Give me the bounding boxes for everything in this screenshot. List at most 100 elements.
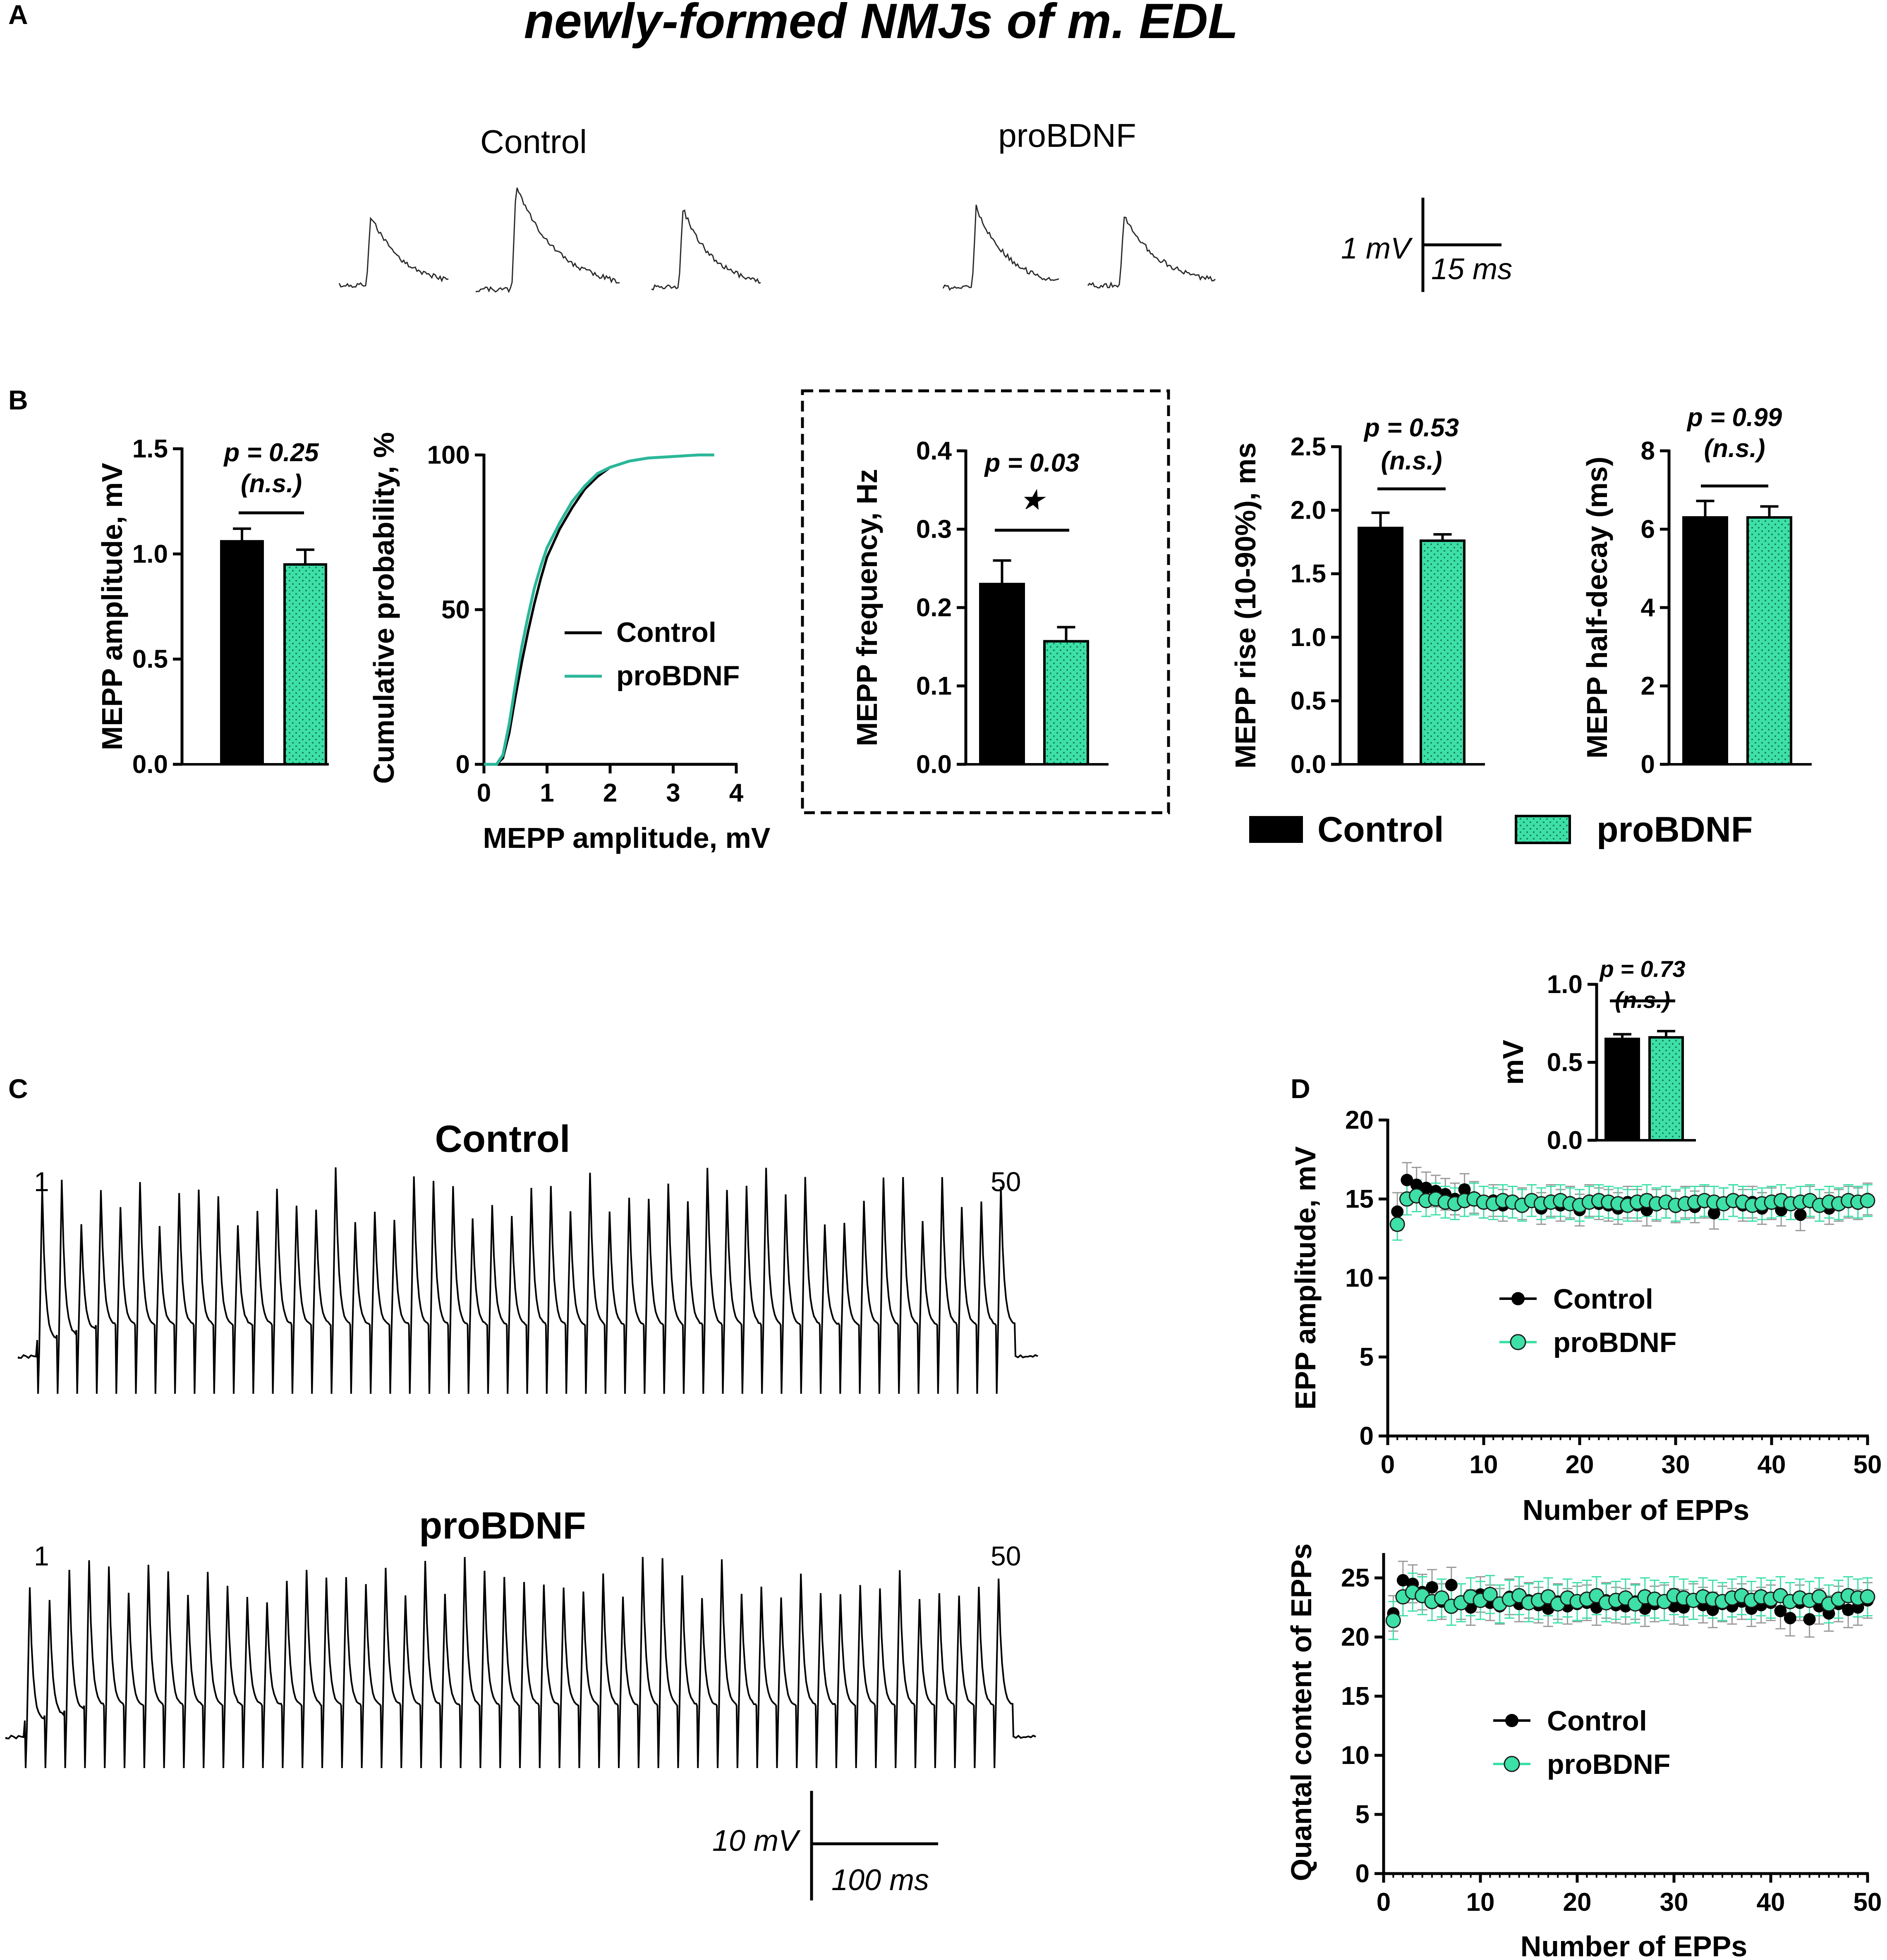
epp_amplitude-control-point-43 <box>1794 1209 1807 1221</box>
mepp_amplitude-bar-control <box>220 540 264 766</box>
panel-letter-d: D <box>1291 1073 1310 1104</box>
panel-c-probdnf-trace <box>5 1557 1036 1769</box>
epp_amplitude-legend-control-marker <box>1511 1292 1525 1305</box>
cumulative_probability-legend-control-label: Control <box>616 617 716 648</box>
epp_amplitude-legend-probdnf-label: proBDNF <box>1553 1327 1676 1358</box>
quantal_content-x-tick-label-5: 50 <box>1853 1888 1882 1917</box>
chart-epp-amplitude-inset: 0.0 0.5 1.0 mV p = 0.73 (n.s.) <box>1497 956 1696 1155</box>
epp_amplitude_inset-y-axis-title: mV <box>1497 1040 1529 1085</box>
epp_amplitude_inset-bar-probdnf <box>1648 1036 1684 1142</box>
epp_amplitude-probdnf-point-50 <box>1860 1193 1875 1209</box>
panel-c-scale-x-label: 100 ms <box>831 1864 929 1897</box>
mepp_rise-y-axis-title: MEPP rise (10-90%), ms <box>1229 443 1262 769</box>
quantal_content-x-axis-title: Number of EPPs <box>1521 1930 1747 1960</box>
cumulative_probability-y-tick-label-1: 50 <box>441 596 470 624</box>
quantal_content-y-tick-label-3: 15 <box>1341 1682 1370 1711</box>
epp_amplitude-y-tick-label-0: 0 <box>1360 1422 1374 1450</box>
mepp_frequency-p-value: p = 0.03 <box>984 449 1079 477</box>
panel-letter-a: A <box>8 0 28 30</box>
quantal_content-control-point-42 <box>1784 1612 1796 1625</box>
epp_amplitude-x-tick-label-3: 30 <box>1662 1450 1690 1479</box>
quantal_content-y-tick-label-2: 10 <box>1341 1741 1370 1770</box>
epp_amplitude-control-point-34 <box>1707 1207 1720 1220</box>
cumulative_probability-x-tick-label-4: 4 <box>729 779 744 807</box>
panel-c-control-last: 50 <box>991 1166 1021 1197</box>
cumulative_probability-x-tick-label-0: 0 <box>477 779 491 807</box>
cumulative_probability-legend-probdnf-label: proBDNF <box>616 660 740 692</box>
chart-cumulative-probability: 0 50 100 0 1 2 3 4 MEPP amplitude, mV Cumulative … <box>368 432 771 854</box>
mepp_half_decay-bar-control <box>1682 516 1728 766</box>
quantal_content-legend-control-marker <box>1505 1714 1518 1727</box>
quantal_content-x-tick-label-3: 30 <box>1660 1888 1688 1917</box>
epp_amplitude-control-point-4 <box>1420 1182 1432 1194</box>
panel-a-scale-x-label: 15 ms <box>1431 253 1512 286</box>
figure-title: newly-formed NMJs of m. EDL <box>524 0 1238 49</box>
chart-mepp-rise: 0.0 0.5 1.0 1.5 2.0 2.5 MEPP rise (10-90%), ms… <box>1229 414 1485 779</box>
quantal_content-legend-control-label: Control <box>1547 1705 1647 1737</box>
panel-a-control-label: Control <box>480 123 587 160</box>
quantal_content-probdnf-point-11 <box>1482 1587 1498 1602</box>
quantal_content-control-point-44 <box>1803 1613 1816 1626</box>
panel-a-traces <box>338 187 1216 293</box>
epp_amplitude-y-tick-label-4: 20 <box>1345 1106 1374 1134</box>
epp_amplitude-y-tick-label-2: 10 <box>1345 1264 1374 1292</box>
epp_amplitude-legend-probdnf-marker <box>1510 1334 1526 1350</box>
epp_amplitude-x-axis-title: Number of EPPs <box>1523 1494 1749 1526</box>
panel-c-probdnf-first: 1 <box>34 1541 49 1571</box>
quantal_content-control-point-34 <box>1706 1603 1719 1616</box>
legend-probdnf-swatch <box>1515 815 1571 844</box>
cumulative_probability-x-tick-label-1: 1 <box>540 779 554 807</box>
mepp_rise-y-tick-label-4: 2.0 <box>1291 496 1326 525</box>
mepp_frequency-bar-probdnf <box>1043 640 1089 766</box>
panel-c-control-trace <box>18 1167 1038 1394</box>
mepp_half_decay-bar-probdnf <box>1746 516 1792 766</box>
panel-a-trace-5 <box>1087 216 1216 289</box>
quantal_content-control-point-41 <box>1774 1605 1787 1618</box>
mepp_frequency-y-axis-title: MEPP frequency, Hz <box>851 469 883 746</box>
mepp_half_decay-y-tick-label-0: 0 <box>1641 750 1655 779</box>
panel-c-control-label: Control <box>435 1118 570 1160</box>
quantal_content-y-tick-label-0: 0 <box>1355 1859 1370 1888</box>
mepp_half_decay-p-value: p = 0.99 <box>1686 403 1782 432</box>
mepp_half_decay-y-tick-label-3: 6 <box>1641 515 1655 544</box>
quantal_content-x-tick-label-1: 10 <box>1466 1888 1495 1917</box>
panel-c-scale-y-label: 10 mV <box>712 1824 801 1857</box>
cumulative_probability-x-tick-label-2: 2 <box>603 779 617 807</box>
cumulative_probability-line-control <box>484 454 714 766</box>
chart-mepp-frequency: 0.0 0.1 0.2 0.3 0.4 MEPP frequency, Hz p = 0.0… <box>851 437 1109 779</box>
mepp_amplitude-bar-probdnf <box>283 563 327 766</box>
panel-c-probdnf-last: 50 <box>991 1541 1021 1571</box>
quantal_content-x-tick-label-4: 40 <box>1757 1888 1785 1917</box>
mepp_rise-y-tick-label-1: 0.5 <box>1291 687 1326 715</box>
epp_amplitude-control-point-3 <box>1410 1178 1423 1191</box>
quantal_content-control-point-5 <box>1426 1581 1438 1594</box>
legend-control-label: Control <box>1317 810 1444 850</box>
highlight-dashed-box <box>801 389 1170 814</box>
epp_amplitude_inset-y-tick-label-2: 1.0 <box>1547 970 1583 999</box>
epp_amplitude-probdnf-point-1 <box>1389 1216 1405 1232</box>
epp_amplitude-legend-control-label: Control <box>1553 1283 1653 1315</box>
quantal_content-x-tick-label-2: 20 <box>1563 1888 1592 1917</box>
quantal_content-probdnf-point-6 <box>1434 1590 1449 1606</box>
epp_amplitude-y-tick-label-3: 15 <box>1345 1185 1374 1213</box>
mepp_half_decay-y-tick-label-4: 8 <box>1641 437 1655 465</box>
panel-letter-c: C <box>8 1073 28 1104</box>
cumulative_probability-x-tick-label-3: 3 <box>666 779 680 807</box>
mepp_amplitude-p-value: p = 0.25 <box>223 438 319 467</box>
panel-letter-b: B <box>8 385 28 415</box>
cumulative_probability-y-tick-label-2: 100 <box>427 441 470 469</box>
mepp_rise-y-tick-label-0: 0.0 <box>1291 750 1326 779</box>
mepp_rise-y-tick-label-5: 2.5 <box>1291 433 1326 461</box>
mepp_rise-p-value: p = 0.53 <box>1363 414 1459 442</box>
mepp_half_decay-significance: (n.s.) <box>1704 434 1765 463</box>
mepp_frequency-significance: ★ <box>1020 486 1046 515</box>
quantal_content-y-tick-label-5: 25 <box>1341 1564 1370 1592</box>
legend-b: Control proBDNF <box>1249 810 1753 850</box>
mepp_amplitude-y-axis-title: MEPP amplitude, mV <box>96 463 128 750</box>
mepp_amplitude-y-tick-label-3: 1.5 <box>132 435 168 463</box>
chart-mepp-half-decay: 0 2 4 6 8 MEPP half-decay (ms) p = 0.99(n.s.) <box>1581 403 1812 779</box>
legend-probdnf-label: proBDNF <box>1597 810 1753 850</box>
quantal_content-probdnf-point-50 <box>1860 1589 1875 1605</box>
mepp_rise-y-tick-label-3: 1.5 <box>1291 560 1326 588</box>
quantal_content-y-tick-label-4: 20 <box>1341 1623 1370 1651</box>
